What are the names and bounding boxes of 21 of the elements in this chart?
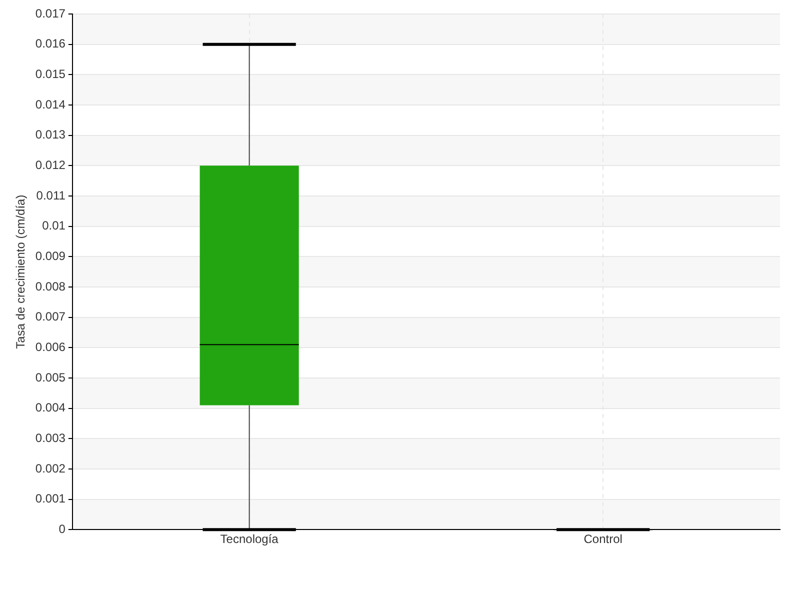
- y-tick-label: 0.017: [35, 6, 66, 20]
- y-tick-label: 0.012: [35, 158, 66, 172]
- y-tick-label: 0.016: [35, 36, 66, 51]
- y-tick-label: 0.008: [35, 279, 66, 294]
- y-tick-label: 0.004: [35, 400, 66, 415]
- y-tick-label: 0: [58, 522, 66, 536]
- y-tick-label: 0.003: [35, 430, 66, 445]
- y-tick-label: 0.005: [35, 370, 66, 384]
- x-tick-label: Control: [584, 532, 622, 546]
- y-tick-label: 0.009: [35, 248, 66, 263]
- y-tick-label: 0.002: [35, 461, 66, 476]
- y-tick-label: 0.006: [35, 340, 66, 354]
- y-tick-label: 0.001: [35, 492, 66, 506]
- y-tick-label: 0.013: [35, 128, 66, 142]
- y-axis-title: Tasa de crecimiento (cm/día): [14, 194, 28, 349]
- y-tick-label: 0.007: [35, 310, 66, 324]
- y-tick-label: 0.015: [35, 66, 66, 81]
- y-tick-label: 0.011: [36, 188, 66, 202]
- y-tick-label: 0.01: [42, 218, 66, 233]
- x-tick-label: Tecnología: [220, 532, 279, 546]
- y-tick-label: 0.014: [35, 97, 66, 112]
